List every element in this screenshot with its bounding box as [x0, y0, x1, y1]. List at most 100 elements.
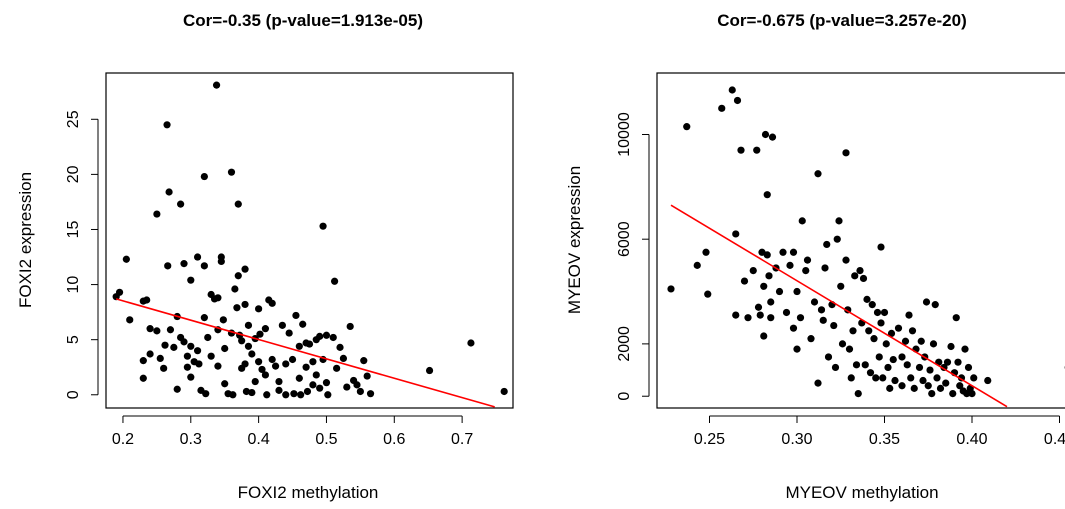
data-point [929, 340, 938, 348]
data-point [241, 300, 249, 309]
data-point [275, 377, 283, 386]
data-point [877, 243, 885, 251]
data-point [346, 322, 354, 331]
data-point [285, 329, 293, 337]
data-point [180, 338, 188, 346]
data-point [305, 340, 314, 348]
regression-line [670, 204, 1008, 408]
data-point [212, 81, 221, 89]
data-point [303, 387, 312, 396]
data-point [693, 261, 701, 269]
y-tick-label: 10000 [616, 112, 633, 157]
data-point [875, 353, 883, 361]
data-point [963, 390, 971, 398]
data-point [803, 256, 812, 264]
data-point [761, 130, 770, 139]
plot-box [105, 72, 514, 409]
data-point [863, 295, 871, 303]
data-point [763, 251, 771, 259]
points-layer [112, 81, 508, 399]
y-tick-label: 25 [65, 110, 82, 128]
data-point [258, 365, 266, 374]
data-point [880, 308, 889, 317]
data-point [244, 321, 253, 329]
data-point [163, 121, 171, 129]
x-tick-label: 0.25 [694, 431, 725, 448]
data-point [884, 363, 892, 372]
data-point [898, 382, 906, 390]
data-point [859, 274, 868, 283]
data-point [165, 188, 173, 196]
data-point [115, 288, 124, 296]
y-axis: 0 5 10 15 20 25 [65, 110, 99, 399]
chart-title: Cor=-0.675 (p-value=3.257e-20) [717, 11, 966, 30]
data-point [227, 168, 236, 176]
data-point [234, 272, 242, 280]
data-point [241, 265, 249, 273]
x-tick-label: 0.30 [781, 431, 812, 448]
data-point [322, 379, 331, 387]
data-point [789, 324, 798, 332]
data-point [244, 342, 253, 350]
data-point [299, 320, 307, 328]
y-tick-label: 10 [65, 276, 82, 294]
data-point [842, 256, 850, 264]
data-point [316, 332, 324, 340]
data-point [833, 235, 841, 243]
data-point [219, 316, 227, 324]
data-point [221, 380, 229, 388]
data-point [854, 390, 862, 398]
data-point [756, 311, 764, 319]
data-point [907, 374, 915, 382]
x-axis-label: MYEOV methylation [785, 483, 938, 502]
x-tick-label: 0.2 [112, 431, 134, 448]
data-point [779, 248, 787, 256]
data-point [865, 327, 873, 335]
points-layer [667, 86, 1065, 398]
y-tick-label: 20 [65, 165, 82, 183]
plot-box [656, 72, 1065, 409]
data-point [319, 222, 327, 230]
myeov-panel: Cor=-0.675 (p-value=3.257e-20) 0.25 0.30 0… [565, 11, 1065, 502]
data-point [336, 343, 344, 351]
x-tick-label: 0.40 [956, 431, 987, 448]
data-point [214, 294, 222, 302]
data-point [702, 248, 710, 256]
data-point [842, 149, 850, 157]
data-point [886, 384, 894, 392]
data-point [146, 325, 154, 333]
data-point [153, 327, 161, 335]
x-tick-label: 0.5 [315, 431, 337, 448]
data-point [877, 319, 885, 327]
data-point [122, 255, 130, 263]
data-point [309, 358, 317, 366]
data-point [295, 342, 303, 350]
data-point [242, 387, 251, 396]
data-point [324, 391, 332, 399]
data-point [187, 373, 195, 381]
data-point [767, 298, 775, 306]
data-point [968, 390, 976, 398]
data-point [256, 330, 264, 338]
data-point [796, 314, 805, 322]
data-point [926, 366, 934, 374]
data-point [786, 261, 794, 269]
x-tick-label: 0.4 [248, 431, 270, 448]
data-point [732, 230, 740, 238]
y-tick-label: 0 [616, 392, 633, 401]
data-point [970, 374, 978, 382]
data-point [931, 301, 939, 309]
data-point [282, 360, 290, 368]
data-point [282, 391, 290, 399]
data-point [924, 382, 932, 390]
data-point [728, 86, 736, 94]
data-point [139, 357, 147, 365]
data-point [905, 311, 913, 319]
data-point [928, 390, 936, 398]
data-point [768, 133, 777, 141]
data-point [183, 352, 191, 360]
data-point [936, 384, 945, 392]
regression-line [115, 298, 495, 408]
data-point [952, 314, 960, 322]
data-point [856, 266, 864, 275]
